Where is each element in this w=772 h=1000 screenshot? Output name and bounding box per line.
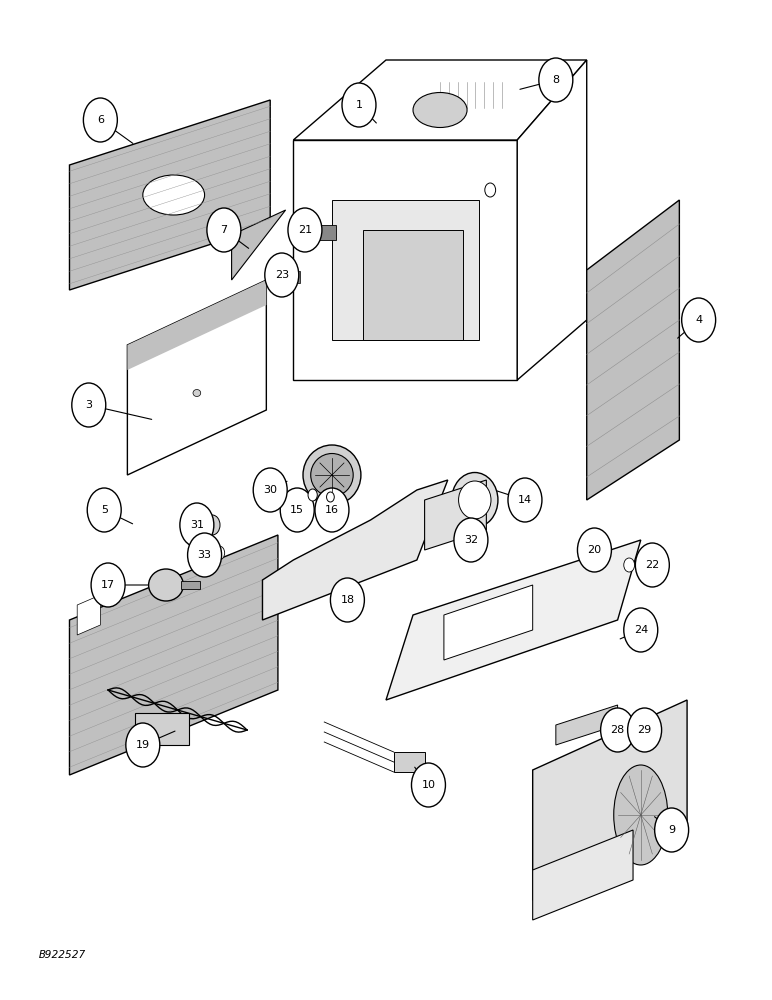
Ellipse shape [436, 79, 506, 111]
Text: 28: 28 [611, 725, 625, 735]
Ellipse shape [303, 445, 361, 505]
Circle shape [280, 488, 314, 532]
Polygon shape [293, 60, 587, 140]
Circle shape [539, 58, 573, 102]
Circle shape [72, 383, 106, 427]
Bar [394, 752, 425, 772]
Polygon shape [262, 480, 448, 620]
Ellipse shape [193, 389, 201, 396]
Text: 3: 3 [85, 400, 93, 410]
Polygon shape [232, 210, 286, 280]
Text: B922527: B922527 [39, 950, 86, 960]
Text: 18: 18 [340, 595, 354, 605]
Circle shape [624, 558, 635, 572]
Circle shape [628, 708, 662, 752]
Circle shape [601, 708, 635, 752]
Ellipse shape [614, 765, 668, 865]
Polygon shape [127, 280, 266, 370]
Ellipse shape [310, 454, 354, 496]
Circle shape [253, 468, 287, 512]
Text: 20: 20 [587, 545, 601, 555]
Ellipse shape [148, 569, 183, 601]
Circle shape [315, 488, 349, 532]
Polygon shape [444, 585, 533, 660]
Text: 33: 33 [198, 550, 212, 560]
Text: 4: 4 [695, 315, 703, 325]
Ellipse shape [413, 93, 467, 127]
Circle shape [91, 563, 125, 607]
Text: 1: 1 [355, 100, 363, 110]
Polygon shape [293, 140, 517, 380]
Circle shape [288, 208, 322, 252]
Ellipse shape [459, 481, 491, 519]
Text: 19: 19 [136, 740, 150, 750]
Circle shape [577, 528, 611, 572]
Circle shape [485, 183, 496, 197]
Circle shape [330, 578, 364, 622]
Circle shape [214, 546, 225, 560]
Text: 31: 31 [190, 520, 204, 530]
Circle shape [342, 83, 376, 127]
Circle shape [207, 208, 241, 252]
Polygon shape [69, 535, 278, 775]
Polygon shape [77, 595, 100, 635]
Polygon shape [69, 100, 270, 290]
Text: 24: 24 [634, 625, 648, 635]
Polygon shape [386, 540, 641, 700]
Circle shape [508, 478, 542, 522]
Circle shape [682, 298, 716, 342]
Text: 30: 30 [263, 485, 277, 495]
Text: 8: 8 [552, 75, 560, 85]
Text: 15: 15 [290, 505, 304, 515]
Bar [290, 271, 300, 283]
Text: 29: 29 [638, 725, 652, 735]
Circle shape [624, 608, 658, 652]
Ellipse shape [143, 175, 205, 215]
Circle shape [87, 488, 121, 532]
Text: 23: 23 [275, 270, 289, 280]
Polygon shape [587, 200, 679, 500]
Polygon shape [317, 225, 336, 240]
Text: 22: 22 [645, 560, 659, 570]
Circle shape [188, 533, 222, 577]
Circle shape [126, 723, 160, 767]
Text: 14: 14 [518, 495, 532, 505]
Text: 21: 21 [298, 225, 312, 235]
Text: 17: 17 [101, 580, 115, 590]
Circle shape [655, 808, 689, 852]
Polygon shape [533, 830, 633, 920]
Circle shape [327, 492, 334, 502]
Text: 10: 10 [422, 780, 435, 790]
Polygon shape [517, 60, 587, 380]
Circle shape [83, 98, 117, 142]
Polygon shape [332, 200, 479, 340]
Text: 9: 9 [668, 825, 676, 835]
Polygon shape [425, 480, 486, 550]
Text: 7: 7 [220, 225, 228, 235]
Bar [135, 713, 189, 745]
Text: 16: 16 [325, 505, 339, 515]
Circle shape [265, 253, 299, 297]
Circle shape [454, 518, 488, 562]
Bar [181, 581, 200, 589]
Circle shape [411, 763, 445, 807]
Text: 6: 6 [96, 115, 104, 125]
Polygon shape [556, 705, 618, 745]
Polygon shape [363, 230, 463, 340]
Circle shape [205, 515, 220, 535]
Circle shape [180, 503, 214, 547]
Circle shape [581, 546, 592, 560]
Polygon shape [127, 280, 266, 475]
Text: 5: 5 [100, 505, 108, 515]
Text: 32: 32 [464, 535, 478, 545]
Ellipse shape [452, 473, 498, 528]
Polygon shape [533, 700, 687, 900]
Circle shape [308, 489, 317, 501]
Circle shape [635, 543, 669, 587]
